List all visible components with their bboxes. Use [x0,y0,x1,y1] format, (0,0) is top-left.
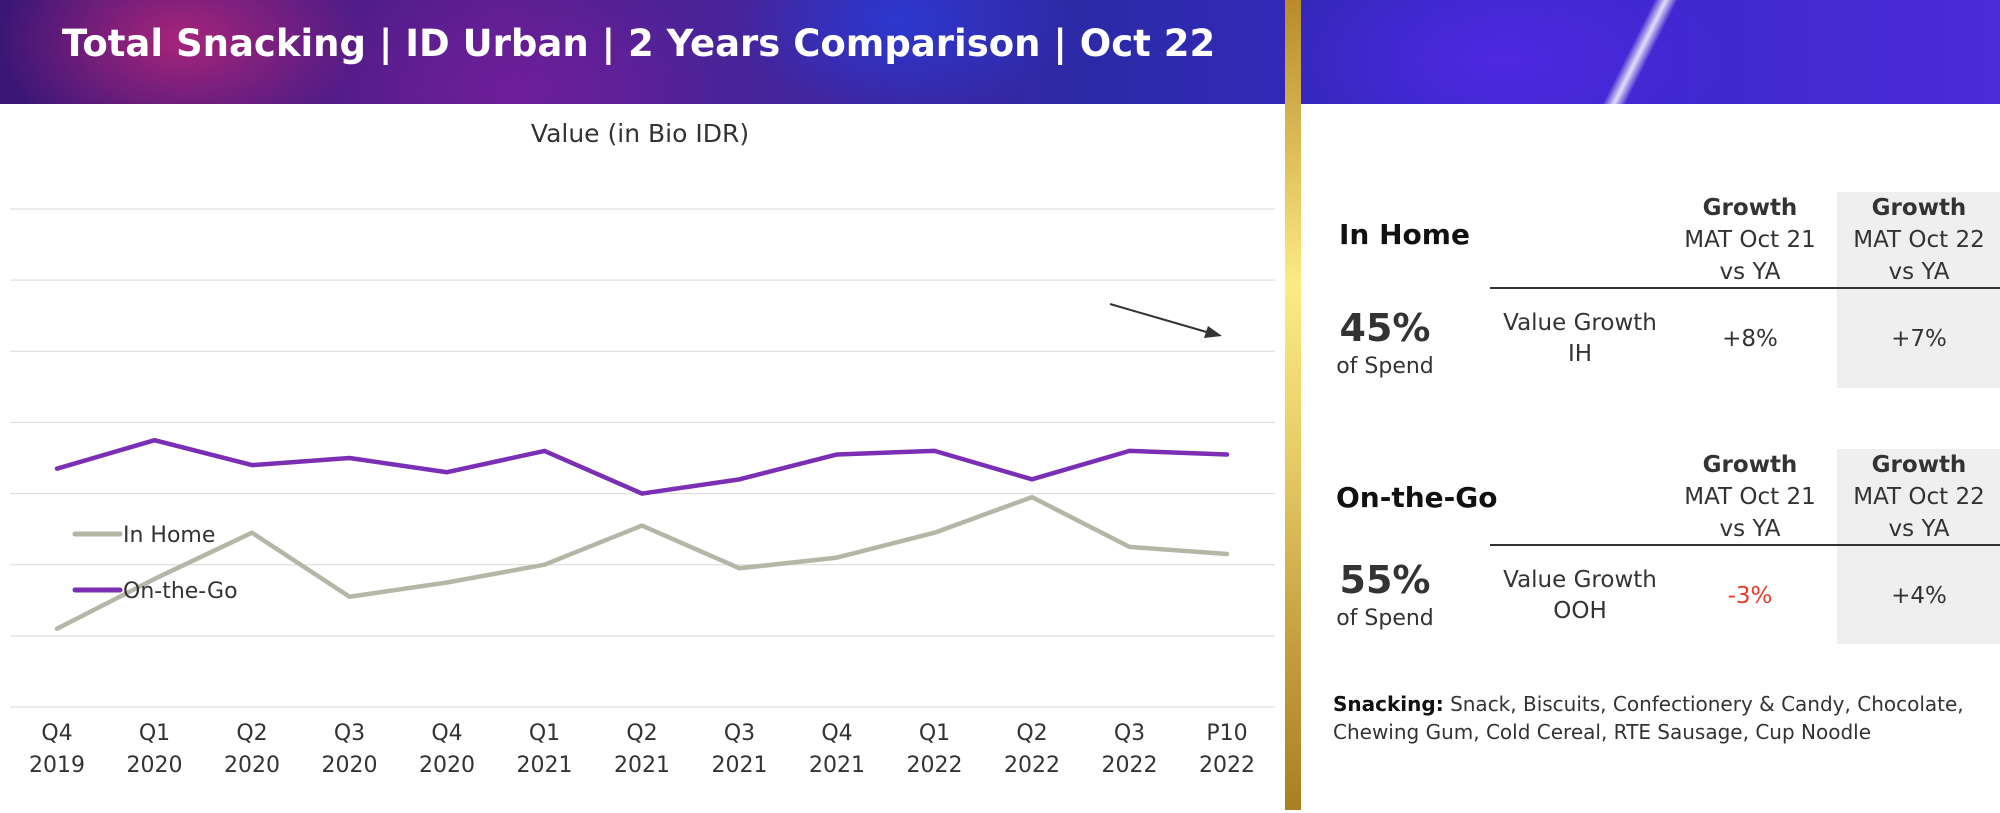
on-the-go-share-label: of Spend [1336,606,1434,631]
x-tick-label: Q2 2022 [1004,721,1060,778]
in-home-col1-head: Growth [1702,195,1798,221]
x-tick-label: Q4 2019 [29,721,85,778]
on-the-go-col1-sub: MAT Oct 21 vs YA [1684,484,1816,542]
data-point-on-the-go [737,477,742,482]
data-point-in-home [347,594,352,599]
x-tick-label: Q1 2020 [127,721,183,778]
in-home-title: In Home [1339,218,1470,251]
on-the-go-col2-head: Growth [1871,452,1967,478]
on-the-go-metric-label: Value Growth OOH [1503,567,1657,624]
in-home-metric-label: Value Growth IH [1503,310,1657,367]
x-tick-label: Q2 2020 [224,721,280,778]
on-the-go-title: On-the-Go [1336,481,1498,514]
in-home-share-pct: 45% [1339,306,1431,350]
data-point-on-the-go [1225,452,1229,457]
in-home-col2-value: +7% [1891,326,1947,352]
data-point-on-the-go [1127,448,1132,453]
in-home-col1-value: +8% [1722,326,1778,352]
series-line-in-home [54,494,1230,631]
value-line-chart: Value (in Bio IDR) Q4 2019 Q1 2020 Q2 2020 Q3 2… [10,119,1275,778]
chart-x-axis-ticks: Q4 2019 Q1 2020 Q2 2020 Q3 2020 Q4 2020 Q1 2021 Q2 20… [29,721,1255,778]
data-point-on-the-go [445,470,449,475]
data-point-in-home [835,555,839,560]
header-light-streak [1603,0,1677,104]
on-the-go-col1-value: -3% [1727,583,1773,609]
trend-arrow-icon [1109,303,1222,338]
in-home-share-label: of Spend [1336,354,1434,379]
chart-gridlines [10,208,1275,708]
data-point-on-the-go [640,491,644,496]
in-home-col2-header: Growth MAT Oct 22 vs YA [1838,192,2000,288]
x-tick-label: Q3 2021 [712,721,768,778]
footnote: Snacking: Snack, Biscuits, Confectionery… [1333,690,1973,746]
on-the-go-col2-value: +4% [1891,583,1947,609]
data-point-in-home [445,580,449,585]
on-the-go-header-rule [1490,544,2000,546]
in-home-col2-sub: MAT Oct 22 vs YA [1853,227,1985,285]
chart-title: Value (in Bio IDR) [531,119,749,148]
in-home-col2-head: Growth [1871,195,1967,221]
x-tick-label: P10 2022 [1199,721,1255,778]
data-point-in-home [932,530,937,535]
on-the-go-share-pct: 55% [1339,558,1431,602]
footnote-label: Snacking: [1333,692,1444,716]
data-point-on-the-go [347,456,352,460]
chart-legend: In Home On-the-Go [72,523,238,604]
data-point-in-home [55,626,59,631]
in-home-col1-header: Growth MAT Oct 21 vs YA [1675,192,1825,288]
data-point-on-the-go [932,448,937,453]
legend-label: On-the-Go [123,579,238,604]
on-the-go-col2-header: Growth MAT Oct 22 vs YA [1838,449,2000,545]
header-banner: Total Snacking | ID Urban | 2 Years Comp… [0,0,2000,104]
x-tick-label: Q3 2020 [322,721,378,778]
x-tick-label: Q4 2021 [809,721,865,778]
on-the-go-col2-sub: MAT Oct 22 vs YA [1853,484,1985,542]
data-point-in-home [152,576,157,581]
page-title: Total Snacking | ID Urban | 2 Years Comp… [62,22,1216,65]
data-point-on-the-go [55,466,59,471]
x-tick-label: Q2 2021 [614,721,670,778]
highlight-column-on-the-go [1837,449,2000,644]
footnote-text: Snack, Biscuits, Confectionery & Candy, … [1333,692,1964,744]
chart-series [54,437,1230,631]
on-the-go-col1-header: Growth MAT Oct 21 vs YA [1675,449,1825,545]
in-home-header-rule [1490,287,2000,289]
x-tick-label: Q3 2022 [1102,721,1158,778]
legend-label: In Home [123,523,215,548]
series-line-on-the-go [54,437,1230,496]
data-point-in-home [1225,552,1229,557]
data-point-in-home [737,566,742,571]
data-point-on-the-go [835,452,839,457]
data-point-in-home [640,523,644,528]
on-the-go-col1-head: Growth [1702,452,1798,478]
highlight-column-in-home [1837,192,2000,388]
data-point-in-home [542,562,547,567]
data-point-on-the-go [1030,477,1034,482]
data-point-in-home [1030,495,1034,500]
data-point-on-the-go [250,463,254,468]
data-point-on-the-go [152,438,157,443]
x-tick-label: Q1 2021 [517,721,573,778]
in-home-col1-sub: MAT Oct 21 vs YA [1684,227,1816,285]
x-tick-label: Q1 2022 [907,721,963,778]
growth-panel: In Home Growth MAT Oct 21 vs YA Growth M… [1320,104,2000,810]
data-point-in-home [250,530,254,535]
data-point-in-home [1127,544,1132,549]
gold-divider [1285,0,1301,810]
x-tick-label: Q4 2020 [419,721,475,778]
data-point-on-the-go [542,448,547,453]
